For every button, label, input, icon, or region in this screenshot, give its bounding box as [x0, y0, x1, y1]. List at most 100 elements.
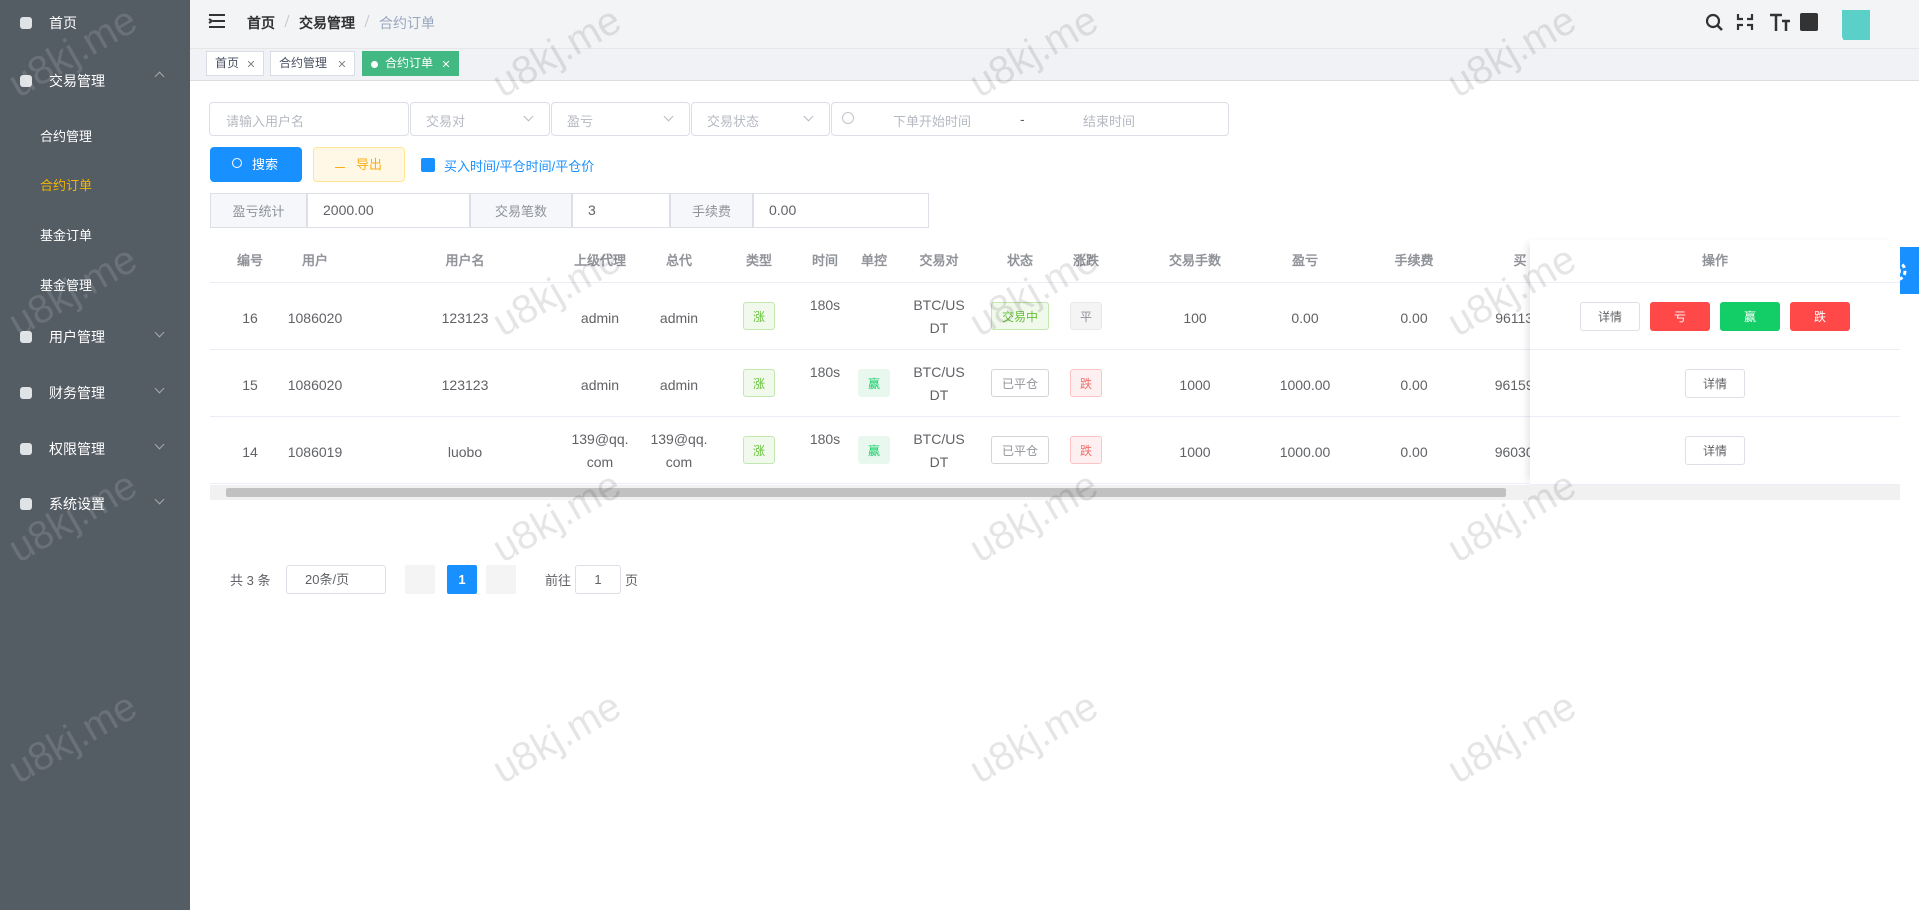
menu-item[interactable]: 系统设置	[49, 496, 105, 512]
watermark: u8kj.me	[485, 683, 629, 792]
hamburger[interactable]	[208, 12, 226, 30]
menu-icon	[20, 331, 32, 343]
username-input[interactable]	[209, 102, 409, 136]
submenu-item[interactable]: 基金管理	[40, 278, 93, 293]
status-tag: 涨	[743, 302, 775, 330]
status-tag: 跌	[1070, 369, 1102, 397]
scrollbar-thumb[interactable]	[226, 488, 1506, 497]
date-range[interactable]	[831, 102, 1229, 136]
menu-item[interactable]: 交易管理	[49, 73, 105, 89]
cell: 1000.00	[1279, 377, 1331, 393]
action-button[interactable]: 赢	[1720, 302, 1780, 331]
cell: 1000	[1179, 444, 1211, 460]
cell: admin	[580, 377, 620, 393]
breadcrumb-item[interactable]: 首页	[247, 15, 275, 31]
submenu-item[interactable]: 合约管理	[40, 129, 93, 144]
pair-select[interactable]	[410, 102, 550, 136]
download-icon	[335, 158, 345, 168]
separator	[283, 13, 291, 32]
tab-close	[443, 61, 449, 67]
page[interactable]: 1	[447, 565, 477, 594]
table-line	[210, 282, 1900, 283]
placeholder: 请输入用户名	[226, 114, 305, 129]
table-line	[1530, 416, 1900, 417]
status-tag: 已平仓	[991, 369, 1049, 397]
column-header: 总代	[665, 253, 692, 268]
breadcrumb-item[interactable]: 交易管理	[299, 15, 355, 31]
tab[interactable]: 合约订单	[362, 51, 459, 76]
column-header: 买	[1513, 253, 1527, 268]
export-button[interactable]: 导出	[313, 147, 405, 182]
prev[interactable]	[405, 565, 435, 594]
column-header: 编号	[236, 253, 263, 268]
status-tag: 交易中	[991, 302, 1049, 330]
placeholder: 下单开始时间	[893, 114, 972, 129]
search-button[interactable]: 搜索	[210, 147, 302, 182]
action-button[interactable]: 详情	[1685, 369, 1745, 398]
table-line	[210, 416, 1900, 417]
breadcrumb-item: 合约订单	[379, 15, 435, 31]
table-line	[1530, 484, 1900, 485]
cell: 16	[242, 310, 258, 326]
cell: BTC/USDT	[913, 297, 965, 336]
status-tag: 涨	[743, 436, 775, 464]
goto: 前往	[545, 573, 572, 588]
cell: 0.00	[1400, 444, 1428, 460]
search-icon	[232, 158, 242, 168]
cell: 100	[1183, 310, 1207, 326]
tab[interactable]: 合约管理	[270, 51, 355, 76]
cell: 123123	[441, 377, 489, 393]
cell: 139@qq.com	[650, 431, 708, 470]
cell: 180s	[809, 364, 841, 380]
cell: 180s	[809, 297, 841, 313]
column-header: 类型	[745, 253, 772, 268]
cell: 1086020	[287, 310, 343, 326]
cell: BTC/USDT	[913, 364, 965, 403]
separator	[363, 13, 371, 32]
stat-value: 3	[572, 193, 670, 228]
action-button[interactable]: 亏	[1650, 302, 1710, 331]
cell: 0.00	[1291, 310, 1319, 326]
tab[interactable]: 首页	[206, 51, 264, 76]
column-header: 状态	[1006, 253, 1033, 268]
status-tag: 涨	[743, 369, 775, 397]
watermark: u8kj.me	[485, 463, 629, 572]
column-header: 时间	[811, 253, 838, 268]
checkbox[interactable]	[421, 158, 435, 172]
cell: 139@qq.com	[571, 431, 629, 470]
cell: luobo	[447, 444, 483, 460]
submenu-item[interactable]: 合约订单	[40, 178, 93, 193]
status-tag: 赢	[858, 436, 890, 464]
status-select[interactable]	[691, 102, 830, 136]
page-size[interactable]: 20条/页	[286, 565, 386, 594]
table-line	[210, 483, 1900, 484]
goto-input[interactable]: 1	[575, 565, 621, 594]
table-line	[1530, 349, 1900, 350]
stat-label: 手续费	[670, 193, 753, 228]
cell: admin	[659, 310, 699, 326]
profit-select[interactable]	[551, 102, 690, 136]
sidebar	[0, 0, 190, 910]
tab-dot	[371, 61, 378, 68]
cell: 1086019	[287, 444, 343, 460]
column-header: 手续费	[1394, 253, 1434, 268]
menu-item[interactable]: 权限管理	[49, 441, 105, 457]
cell: BTC/USDT	[913, 431, 965, 470]
action-button[interactable]: 跌	[1790, 302, 1850, 331]
column-header: 操作	[1701, 253, 1728, 268]
action-button[interactable]: 详情	[1685, 436, 1745, 465]
menu-icon	[20, 17, 32, 29]
stat-label: 交易笔数	[470, 193, 572, 228]
menu-item[interactable]: 首页	[49, 15, 77, 31]
submenu-item[interactable]: 基金订单	[40, 228, 93, 243]
watermark: u8kj.me	[962, 683, 1106, 792]
cell: 123123	[441, 310, 489, 326]
watermark: u8kj.me	[1439, 683, 1584, 792]
menu-item[interactable]: 用户管理	[49, 329, 105, 345]
checkbox-label[interactable]: 买入时间/平仓时间/平仓价	[444, 159, 595, 174]
stat-label: 盈亏统计	[210, 193, 307, 228]
menu-item[interactable]: 财务管理	[49, 385, 105, 401]
action-button[interactable]: 详情	[1580, 302, 1640, 331]
next[interactable]	[486, 565, 516, 594]
